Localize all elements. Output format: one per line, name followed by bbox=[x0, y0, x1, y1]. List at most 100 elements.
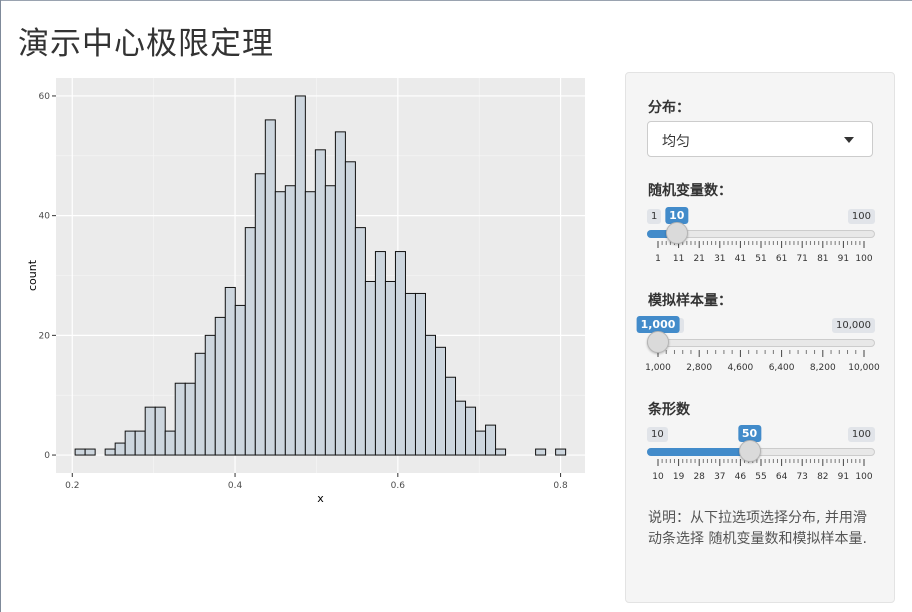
y-tick-label: 60 bbox=[39, 92, 51, 102]
histogram-plot: 0.2 0.4 0.6 0.8 0 20 40 60 x count bbox=[26, 78, 585, 505]
histogram-bar bbox=[114, 442, 126, 456]
x-tick-label: 0.6 bbox=[391, 481, 406, 491]
y-tick-label: 0 bbox=[44, 451, 50, 461]
n_sims-tick-label: 10,000 bbox=[848, 363, 880, 373]
distribution-select[interactable]: 均匀 bbox=[647, 121, 873, 157]
distribution-selected-value: 均匀 bbox=[662, 134, 690, 150]
n_sims-track[interactable] bbox=[647, 339, 875, 347]
n_vars-tick-label: 31 bbox=[714, 254, 726, 264]
n_vars-tick-marks bbox=[657, 241, 865, 248]
histogram-bar bbox=[465, 406, 477, 456]
histogram-bar bbox=[154, 406, 166, 456]
histogram-bar bbox=[535, 448, 547, 456]
y-tick-label: 40 bbox=[39, 212, 51, 222]
histogram-bar bbox=[244, 227, 256, 456]
n_vars-value-badge: 10 bbox=[665, 207, 689, 228]
n_bins-tick-label: 100 bbox=[855, 472, 873, 482]
n_bins-tick-label: 28 bbox=[693, 472, 705, 482]
histogram-bar bbox=[74, 448, 86, 456]
n_bins-tick-label: 10 bbox=[652, 472, 664, 482]
n_bins-handle[interactable] bbox=[738, 440, 761, 462]
window-left-border bbox=[0, 0, 1, 612]
histogram-bar bbox=[274, 191, 286, 456]
n_vars-tick-label: 1 bbox=[655, 254, 661, 264]
histogram-bar bbox=[324, 185, 336, 456]
n-vars-slider[interactable]: 1 100 10 1 11 21 31 41 51 61 71 81 91 100 bbox=[647, 207, 875, 279]
chevron-down-icon bbox=[844, 137, 854, 143]
y-tick-label: 20 bbox=[39, 331, 51, 341]
histogram-bar bbox=[184, 382, 196, 456]
histogram-bar bbox=[214, 316, 226, 456]
histogram-bar bbox=[364, 280, 376, 456]
n_bins-min-label: 10 bbox=[647, 427, 668, 442]
histogram-bar bbox=[194, 352, 206, 456]
histogram-bar bbox=[485, 424, 497, 456]
histogram-bar bbox=[414, 292, 426, 456]
histogram-bar bbox=[224, 286, 236, 456]
histogram-bar bbox=[124, 430, 136, 456]
histogram-bar bbox=[254, 173, 266, 456]
n_vars-tick-label: 41 bbox=[734, 254, 747, 264]
n_bins-tick-label: 37 bbox=[714, 472, 726, 482]
histogram-bar bbox=[314, 149, 326, 456]
n_sims-value-badge: 1,000 bbox=[636, 316, 680, 337]
histogram-bar bbox=[134, 430, 146, 456]
n_vars-tick-label: 61 bbox=[775, 254, 788, 264]
histogram-bar bbox=[84, 448, 96, 456]
n_bins-tick-label: 46 bbox=[734, 472, 747, 482]
histogram-bar bbox=[434, 346, 447, 456]
n_bins-tick-label: 64 bbox=[775, 472, 788, 482]
x-axis-label: x bbox=[317, 492, 324, 505]
n_bins-tick-label: 73 bbox=[796, 472, 808, 482]
x-tick-label: 0.8 bbox=[553, 481, 568, 491]
window-top-border bbox=[0, 0, 912, 1]
histogram-bar bbox=[174, 382, 186, 456]
n_sims-max-label: 10,000 bbox=[832, 318, 875, 333]
n_bins-tick-label: 82 bbox=[817, 472, 829, 482]
x-tick-label: 0.4 bbox=[228, 481, 243, 491]
n-bins-label: 条形数 bbox=[648, 402, 690, 418]
n-sims-label: 模拟样本量： bbox=[648, 293, 732, 309]
description-text: 说明：从下拉选项选择分布, 并用滑动条选择 随机变量数和模拟样本量. bbox=[648, 510, 867, 547]
histogram-bar bbox=[394, 251, 406, 456]
page-title: 演示中心极限定理 bbox=[18, 26, 274, 62]
histogram-bar bbox=[304, 191, 316, 456]
n_vars-tick-label: 21 bbox=[693, 254, 705, 264]
histogram-bar bbox=[555, 448, 567, 456]
n_vars-fill bbox=[647, 230, 677, 238]
distribution-label: 分布： bbox=[648, 100, 690, 116]
histogram-bar bbox=[204, 334, 216, 456]
n_vars-tick-label: 91 bbox=[837, 254, 850, 264]
histogram-bar bbox=[354, 227, 366, 456]
histogram-bar bbox=[384, 280, 396, 456]
histogram-bar bbox=[284, 185, 296, 456]
n_bins-tick-label: 55 bbox=[755, 472, 767, 482]
n_vars-tick-label: 71 bbox=[796, 254, 808, 264]
n_bins-fill bbox=[647, 448, 750, 456]
n_bins-tick-label: 19 bbox=[672, 472, 685, 482]
n-vars-label: 随机变量数： bbox=[648, 183, 732, 199]
n_sims-tick-label: 4,600 bbox=[727, 363, 754, 373]
histogram-bar bbox=[424, 334, 436, 456]
n_vars-min-label: 1 bbox=[647, 209, 662, 224]
histogram-bar bbox=[104, 448, 116, 456]
n-bins-slider[interactable]: 10 100 50 10 19 28 37 46 55 64 73 82 91 100 bbox=[647, 425, 875, 497]
histogram-bar bbox=[294, 95, 306, 456]
n_vars-handle[interactable] bbox=[665, 222, 688, 244]
n_bins-max-label: 100 bbox=[847, 427, 875, 442]
n_sims-tick-label: 8,200 bbox=[809, 363, 836, 373]
x-tick-label: 0.2 bbox=[65, 481, 79, 491]
n_vars-tick-label: 11 bbox=[672, 254, 685, 264]
n_bins-tick-label: 91 bbox=[837, 472, 850, 482]
histogram-bar bbox=[404, 292, 416, 456]
histogram-bar bbox=[475, 430, 487, 456]
histogram-bar bbox=[144, 406, 156, 456]
histogram-bar bbox=[164, 430, 176, 456]
n_sims-handle[interactable] bbox=[647, 331, 669, 353]
n-sims-slider[interactable]: 1,00010,0001,0001,0002,8004,6006,4008,20… bbox=[636, 316, 880, 388]
n_vars-tick-label: 51 bbox=[755, 254, 767, 264]
n_sims-tick-label: 6,400 bbox=[768, 363, 795, 373]
n_vars-tick-label: 81 bbox=[817, 254, 829, 264]
histogram-bar bbox=[334, 131, 346, 456]
n_vars-max-label: 100 bbox=[847, 209, 875, 224]
